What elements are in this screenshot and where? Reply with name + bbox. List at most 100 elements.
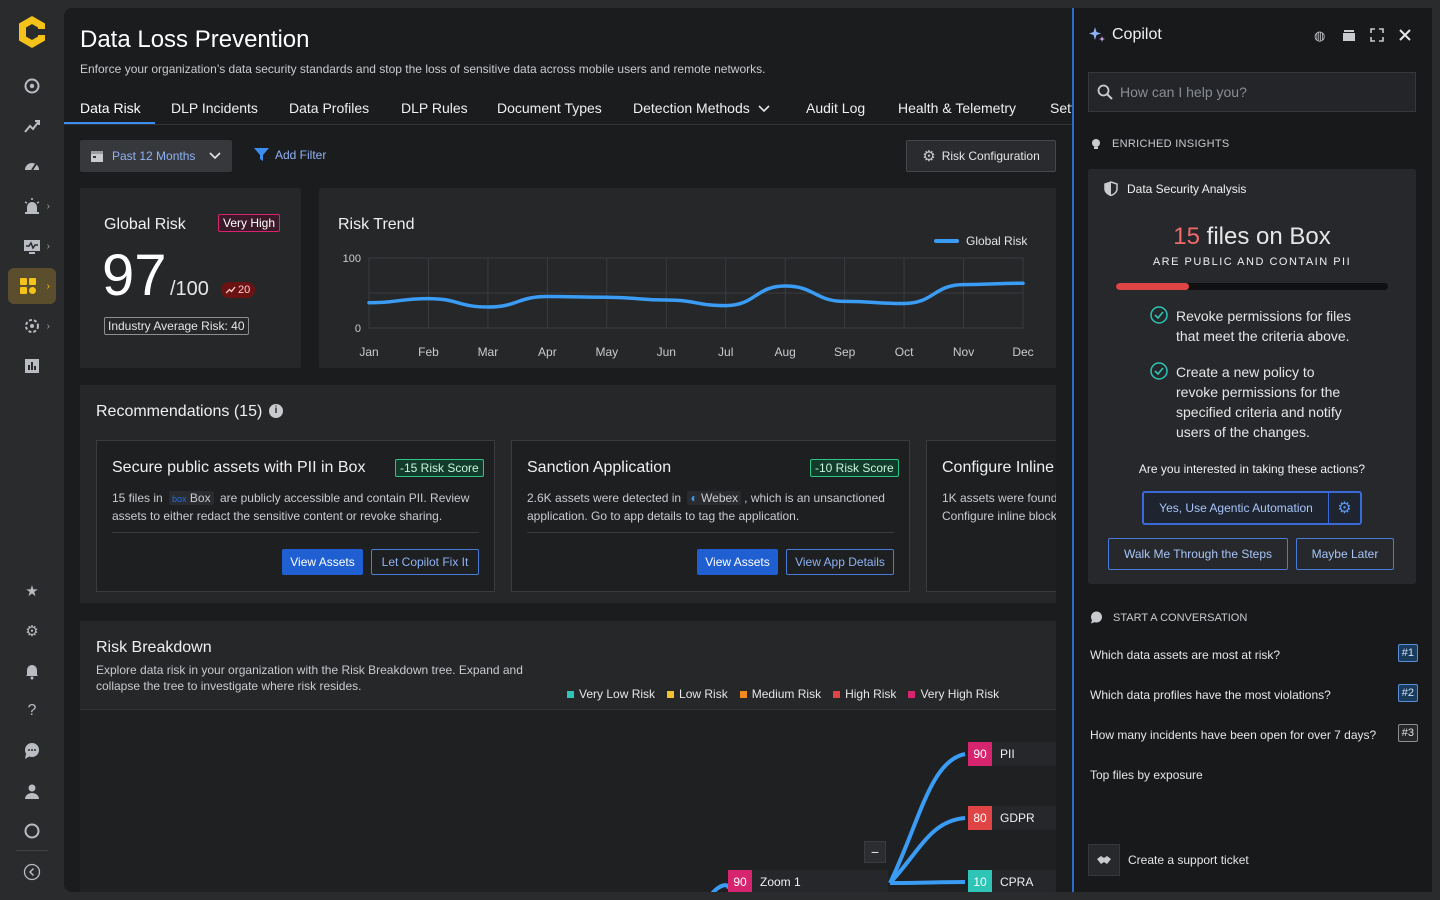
maybe-later-button[interactable]: Maybe Later [1296,538,1394,570]
tab-audit-log[interactable]: Audit Log [806,100,866,116]
expand-icon[interactable] [1370,28,1386,44]
report-icon[interactable] [16,350,48,382]
node-score: 90 [728,870,752,892]
view-assets-button[interactable]: View Assets [697,549,778,575]
user-icon[interactable] [16,775,48,807]
tab-data-profiles[interactable]: Data Profiles [289,100,370,116]
question-text: Which data assets are most at risk? [1090,648,1281,662]
gauge-icon[interactable] [16,150,48,182]
conversation-label-text: START A CONVERSATION [1113,611,1248,624]
page-subtitle: Enforce your organization’s data securit… [80,62,766,76]
tab-dlp-rules[interactable]: DLP Rules [401,100,468,116]
search-input[interactable]: How can I help you? [1120,84,1247,100]
trend-icon[interactable] [16,110,48,142]
collapse-node-button[interactable]: − [864,841,886,863]
apps-icon[interactable]: › [8,268,56,304]
bell-icon[interactable] [16,655,48,687]
copilot-panel: Copilot ◍ How can I help you? ENRICHED I… [1072,8,1432,892]
x-tick-label: Oct [895,345,914,359]
risk-score-badge: -10 Risk Score [810,459,899,477]
chat-icon[interactable] [16,735,48,767]
collapse-icon[interactable] [16,856,48,888]
recommendation-text-a: 2.6K assets were detected in [527,491,682,505]
tabs-divider [64,124,1072,125]
x-tick-label: Mar [478,345,499,359]
circle-icon[interactable] [16,815,48,847]
calendar-icon [91,151,103,162]
star-icon[interactable]: ★ [25,583,39,600]
target-icon[interactable] [16,70,48,102]
search-icon [1097,84,1113,100]
x-tick-label: Apr [538,345,557,359]
analysis-subheadline: ARE PUBLIC AND CONTAIN PII [1152,256,1352,268]
legend-item: High Risk [833,687,896,701]
tab-detection-methods[interactable]: Detection Methods [633,100,770,124]
tree-node-gdpr[interactable]: 80 GDPR [968,806,1056,830]
legend-label: Very High Risk [920,687,1000,701]
agentic-automation-button[interactable]: Yes, Use Agentic Automation [1159,501,1313,515]
history-icon[interactable] [1342,28,1358,44]
analysis-progress-fill [1116,283,1190,290]
suggested-question[interactable]: Top files by exposure [1090,768,1418,782]
risk-delta-badge: 20 [221,282,256,298]
legend-label: Global Risk [966,234,1028,248]
alarm-icon[interactable]: › [16,190,50,222]
tab-dlp-incidents[interactable]: DLP Incidents [171,100,258,116]
conversation-label: START A CONVERSATION [1090,611,1247,624]
suggested-question[interactable]: Which data assets are most at risk? #1 [1090,644,1418,662]
global-risk-card: Global Risk Very High 97 /100 20 Industr… [80,188,301,368]
y-tick-label: 0 [355,323,361,335]
risk-configuration-button[interactable]: ⚙ Risk Configuration [906,140,1056,172]
x-tick-label: Aug [775,345,796,359]
x-tick-label: Sep [834,345,856,359]
copilot-header: Copilot [1088,26,1162,44]
recommendation-title: Sanction Application [527,459,672,476]
add-filter-button[interactable]: Add Filter [254,148,326,162]
suggested-question[interactable]: How many incidents have been open for ov… [1090,724,1418,742]
create-ticket-button[interactable]: Create a support ticket [1088,844,1249,876]
theme-icon[interactable]: ◍ [1314,28,1326,43]
node-label: Zoom 1 [760,875,801,889]
info-icon[interactable]: i [269,404,283,418]
action-item: Create a new policy to revoke permission… [1150,362,1356,442]
walk-through-button[interactable]: Walk Me Through the Steps [1108,538,1288,570]
network-icon[interactable]: › [16,310,50,342]
card-divider [112,532,479,533]
node-score: 10 [968,870,992,892]
check-circle-icon [1150,362,1168,380]
help-icon[interactable]: ? [27,702,37,719]
risk-breakdown-title: Risk Breakdown [96,639,212,656]
view-assets-button[interactable]: View Assets [282,549,363,575]
tab-settings[interactable]: Setti [1050,100,1072,116]
analysis-header: Data Security Analysis [1104,181,1246,196]
app-name: Box [189,491,211,505]
suggested-question[interactable]: Which data profiles have the most violat… [1090,684,1418,702]
breakdown-divider [80,709,1056,710]
tree-node-cpra[interactable]: 10 CPRA [968,870,1056,892]
analysis-count-text: files on Box [1199,223,1331,250]
let-copilot-fix-button[interactable]: Let Copilot Fix It [371,549,479,575]
add-filter-label: Add Filter [275,148,327,162]
risk-configuration-label: Risk Configuration [941,149,1040,163]
tree-node-zoom[interactable]: 90 Zoom 1 [728,870,888,892]
logo-icon[interactable] [16,14,48,50]
period-select[interactable]: Past 12 Months [80,140,232,172]
view-app-details-button[interactable]: View App Details [786,549,894,575]
global-risk-score: 97 [102,243,167,308]
gear-icon[interactable]: ⚙ [25,623,39,640]
tab-document-types[interactable]: Document Types [497,100,602,116]
tab-data-risk[interactable]: Data Risk [80,100,141,116]
tree-node-pii[interactable]: 90 PII [968,742,1056,766]
close-icon[interactable] [1398,28,1414,44]
series-point [545,295,549,298]
question-text: How many incidents have been open for ov… [1090,728,1377,742]
tab-health-telemetry[interactable]: Health & Telemetry [898,100,1017,116]
monitor-icon[interactable]: › [16,230,50,262]
webex-logo-icon: ◐ [690,491,698,505]
legend-swatch [833,690,841,698]
copilot-search[interactable]: How can I help you? [1088,72,1416,112]
automation-settings-icon[interactable]: ⚙ [1328,493,1360,523]
recommendation-text: 15 files in box Box are publicly accessi… [112,491,469,505]
risk-trend-title: Risk Trend [338,216,415,233]
x-tick-label: Jan [359,345,378,359]
